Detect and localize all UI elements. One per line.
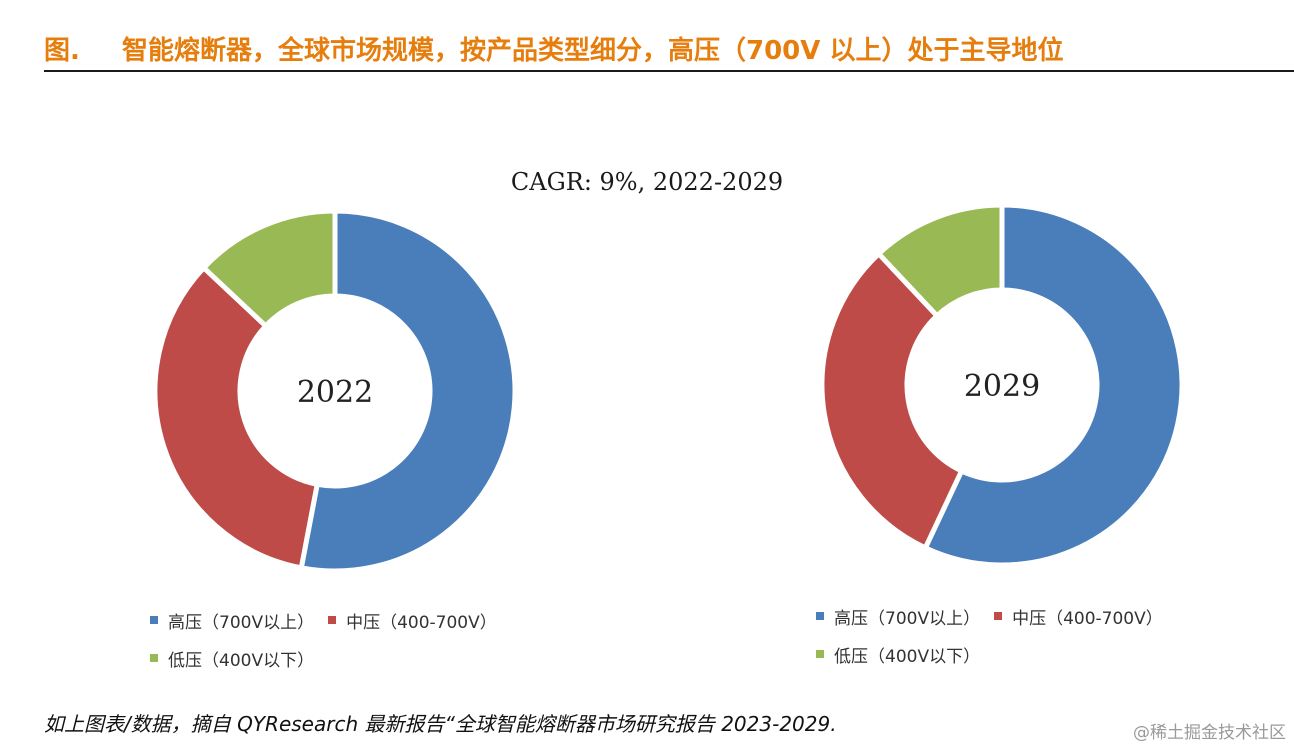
legend-item-mid: 中压（400-700V）: [328, 608, 497, 633]
donut-slice-mid-2029: [819, 250, 965, 552]
legend-label-mid: 中压（400-700V）: [1012, 608, 1163, 629]
donut-slice-high-2029: [922, 202, 1185, 568]
donut-slice-high-2022: [298, 208, 518, 574]
legend-item-mid: 中压（400-700V）: [994, 604, 1163, 629]
legend-label-low: 低压（400V以下）: [168, 650, 315, 671]
legend-swatch-low: [150, 654, 158, 662]
donut-slice-low-2029: [875, 202, 1005, 320]
legend-item-high: 高压（700V以上）: [816, 604, 980, 629]
legend-label-mid: 中压（400-700V）: [346, 612, 497, 633]
donut-chart-2029: 2029: [819, 202, 1185, 568]
page-title: 图. 智能熔断器，全球市场规模，按产品类型细分，高压（700V 以上）处于主导地…: [44, 28, 1294, 68]
watermark: @稀土掘金技术社区: [1133, 723, 1286, 743]
legend-swatch-low: [816, 650, 824, 658]
donut-center-label-2029: 2029: [964, 369, 1040, 404]
legend-swatch-high: [816, 612, 824, 620]
cagr-label: CAGR: 9%, 2022-2029: [510, 168, 784, 196]
donut-slice-mid-2022: [152, 264, 321, 571]
legend-label-low: 低压（400V以下）: [834, 646, 981, 667]
donut-slice-low-2022: [200, 208, 338, 330]
figure-prefix: 图.: [44, 35, 80, 66]
legend-item-low: 低压（400V以下）: [816, 642, 980, 667]
legend-item-low: 低压（400V以下）: [150, 646, 314, 671]
legend-swatch-mid: [328, 616, 337, 624]
legend-swatch-high: [150, 616, 158, 624]
figure-title: 智能熔断器，全球市场规模，按产品类型细分，高压（700V 以上）处于主导地位: [122, 35, 1064, 66]
legend-2029: 高压（700V以上） 中压（400-700V） 低压（400V以下）: [816, 604, 1177, 680]
source-note: 如上图表/数据，摘自 QYResearch 最新报告“全球智能熔断器市场研究报告…: [44, 712, 837, 736]
legend-swatch-mid: [994, 612, 1003, 620]
donut-chart-2022: 2022: [152, 208, 518, 574]
title-divider: [44, 70, 1294, 72]
legend-item-high: 高压（700V以上）: [150, 608, 314, 633]
legend-2022: 高压（700V以上） 中压（400-700V） 低压（400V以下）: [150, 608, 511, 684]
legend-label-high: 高压（700V以上）: [834, 608, 981, 629]
donut-center-label-2022: 2022: [297, 375, 373, 410]
legend-label-high: 高压（700V以上）: [168, 612, 315, 633]
